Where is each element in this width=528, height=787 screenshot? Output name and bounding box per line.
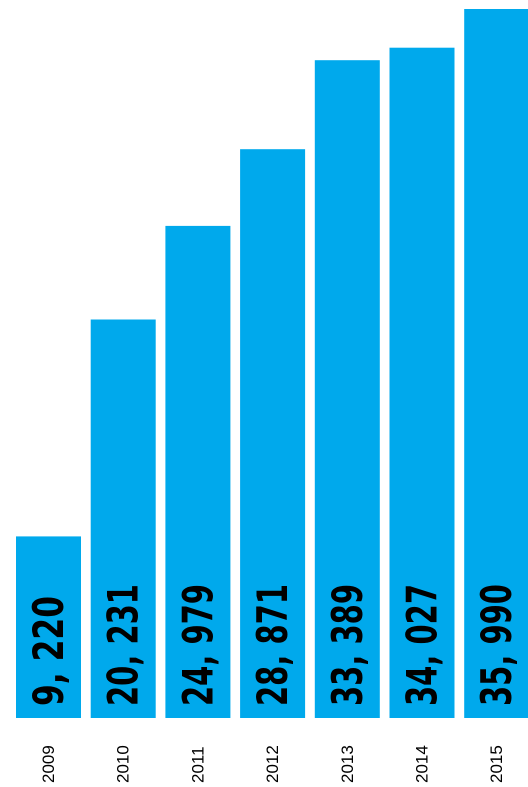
value-labels-group: 9, 220 20, 231 24, 979 28, 871 33, 389 34, 02… [24, 584, 521, 706]
bar-2010 [90, 319, 156, 718]
value-label-2010: 20, 231 [99, 584, 148, 706]
value-label-2012: 28, 871 [248, 584, 297, 706]
x-tick-label-2013: 2013 [338, 745, 357, 783]
x-tick-label-2015: 2015 [487, 745, 506, 783]
bar-2014 [389, 47, 455, 718]
bar-2012 [240, 149, 306, 718]
x-tick-label-2012: 2012 [263, 745, 282, 783]
bar-2011 [165, 225, 231, 718]
x-tick-label-2009: 2009 [39, 745, 58, 783]
bar-2009 [16, 536, 81, 718]
value-label-2011: 24, 979 [173, 584, 222, 706]
bar-2015 [464, 9, 528, 718]
value-label-2013: 33, 389 [323, 584, 372, 706]
value-label-2014: 34, 027 [398, 584, 447, 706]
value-label-2009: 9, 220 [24, 596, 73, 706]
bars-group [16, 9, 528, 718]
x-tick-label-2014: 2014 [413, 745, 432, 783]
bar-2013 [314, 60, 380, 718]
x-tick-label-2010: 2010 [114, 745, 133, 783]
x-tick-labels-group: 2009 2010 2011 2012 2013 2014 2015 [39, 745, 506, 783]
value-label-2015: 35, 990 [472, 584, 521, 706]
x-tick-label-2011: 2011 [188, 746, 207, 783]
